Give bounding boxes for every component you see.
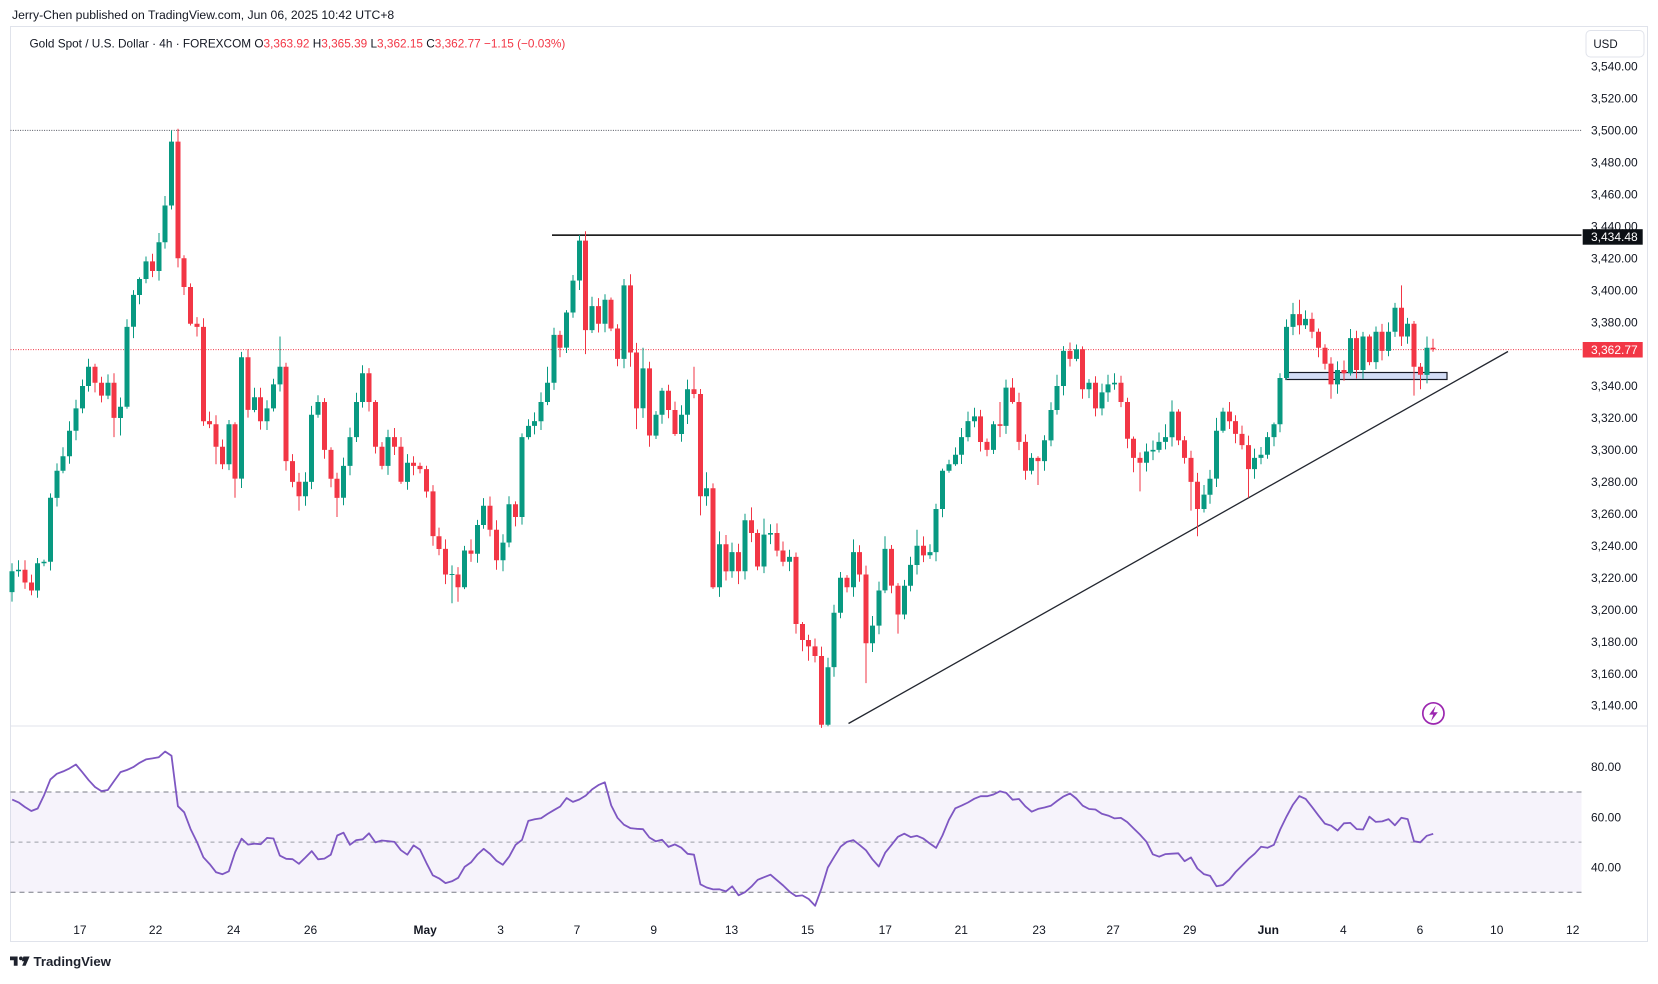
svg-text:17: 17 bbox=[73, 923, 87, 937]
svg-text:4: 4 bbox=[1340, 923, 1347, 937]
svg-text:USD: USD bbox=[1593, 39, 1617, 51]
svg-text:3,500.00: 3,500.00 bbox=[1591, 124, 1638, 138]
svg-text:3,340.00: 3,340.00 bbox=[1591, 379, 1638, 393]
svg-text:10: 10 bbox=[1490, 923, 1504, 937]
svg-text:60.00: 60.00 bbox=[1591, 810, 1621, 824]
svg-text:6: 6 bbox=[1417, 923, 1424, 937]
svg-text:3,140.00: 3,140.00 bbox=[1591, 699, 1638, 713]
svg-text:3,200.00: 3,200.00 bbox=[1591, 603, 1638, 617]
svg-text:3,220.00: 3,220.00 bbox=[1591, 571, 1638, 585]
svg-text:Jerry-Chen published on Tradin: Jerry-Chen published on TradingView.com,… bbox=[12, 8, 394, 22]
svg-text:13: 13 bbox=[725, 923, 739, 937]
svg-text:3,180.00: 3,180.00 bbox=[1591, 635, 1638, 649]
svg-text:80.00: 80.00 bbox=[1591, 760, 1621, 774]
svg-text:3,520.00: 3,520.00 bbox=[1591, 92, 1638, 106]
svg-text:Gold Spot / U.S. Dollar · 4h ·: Gold Spot / U.S. Dollar · 4h · FOREXCOM … bbox=[30, 37, 566, 51]
svg-text:3,362.77: 3,362.77 bbox=[1591, 343, 1638, 357]
svg-text:3,400.00: 3,400.00 bbox=[1591, 283, 1638, 297]
svg-text:3: 3 bbox=[497, 923, 504, 937]
svg-text:3,380.00: 3,380.00 bbox=[1591, 315, 1638, 329]
svg-text:7: 7 bbox=[574, 923, 581, 937]
svg-text:3,420.00: 3,420.00 bbox=[1591, 251, 1638, 265]
svg-text:15: 15 bbox=[801, 923, 815, 937]
svg-text:9: 9 bbox=[650, 923, 657, 937]
svg-text:3,300.00: 3,300.00 bbox=[1591, 443, 1638, 457]
svg-text:3,240.00: 3,240.00 bbox=[1591, 539, 1638, 553]
svg-text:26: 26 bbox=[304, 923, 318, 937]
svg-text:3,160.00: 3,160.00 bbox=[1591, 667, 1638, 681]
svg-text:3,434.48: 3,434.48 bbox=[1591, 230, 1638, 244]
svg-text:17: 17 bbox=[879, 923, 893, 937]
svg-text:27: 27 bbox=[1106, 923, 1120, 937]
svg-text:3,540.00: 3,540.00 bbox=[1591, 60, 1638, 74]
svg-text:21: 21 bbox=[955, 923, 969, 937]
svg-text:3,460.00: 3,460.00 bbox=[1591, 188, 1638, 202]
svg-text:29: 29 bbox=[1183, 923, 1197, 937]
svg-text:22: 22 bbox=[149, 923, 163, 937]
svg-text:3,260.00: 3,260.00 bbox=[1591, 507, 1638, 521]
svg-text:3,280.00: 3,280.00 bbox=[1591, 475, 1638, 489]
svg-text:40.00: 40.00 bbox=[1591, 860, 1621, 874]
svg-text:12: 12 bbox=[1566, 923, 1580, 937]
svg-text:TradingView: TradingView bbox=[34, 954, 112, 969]
svg-text:Jun: Jun bbox=[1258, 923, 1279, 937]
svg-text:23: 23 bbox=[1032, 923, 1046, 937]
svg-text:24: 24 bbox=[227, 923, 241, 937]
svg-text:3,480.00: 3,480.00 bbox=[1591, 156, 1638, 170]
svg-text:May: May bbox=[414, 923, 438, 937]
svg-text:3,320.00: 3,320.00 bbox=[1591, 411, 1638, 425]
